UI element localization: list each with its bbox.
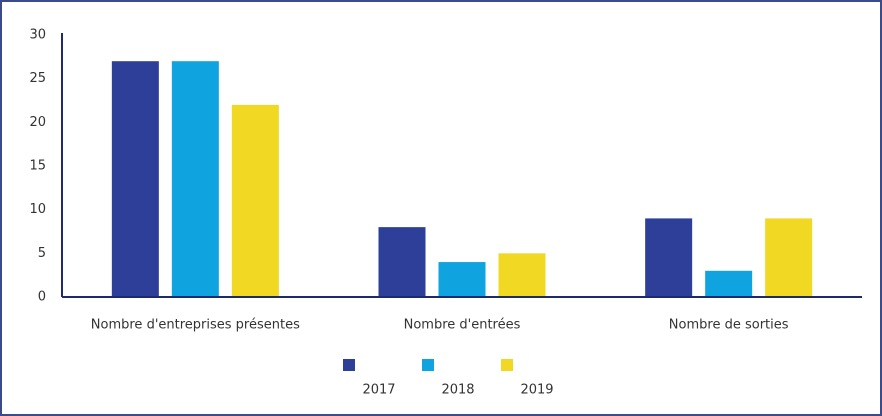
x-tick-label: Nombre d'entreprises présentes (91, 318, 300, 333)
y-tick-label: 25 (29, 71, 46, 86)
bar (498, 253, 546, 297)
legend-swatch (343, 359, 355, 371)
legend-swatch (501, 359, 513, 371)
bar (438, 262, 486, 297)
bar (378, 227, 426, 297)
legend-label: 2017 (362, 383, 395, 398)
y-tick-label: 15 (29, 159, 46, 174)
x-tick-label: Nombre de sorties (669, 318, 789, 333)
bar (705, 270, 753, 297)
y-tick-label: 10 (29, 202, 46, 217)
y-tick-label: 30 (29, 28, 46, 43)
y-tick-label: 0 (38, 290, 46, 305)
legend-swatch (422, 359, 434, 371)
y-tick-label: 20 (29, 115, 46, 130)
bar (171, 61, 219, 298)
bar (231, 104, 279, 297)
bar (765, 218, 813, 297)
legend-label: 2019 (520, 383, 553, 398)
bar (645, 218, 693, 297)
x-tick-label: Nombre d'entrées (404, 318, 521, 333)
y-tick-label: 5 (38, 246, 46, 261)
bar (111, 61, 159, 298)
legend-label: 2018 (441, 383, 474, 398)
